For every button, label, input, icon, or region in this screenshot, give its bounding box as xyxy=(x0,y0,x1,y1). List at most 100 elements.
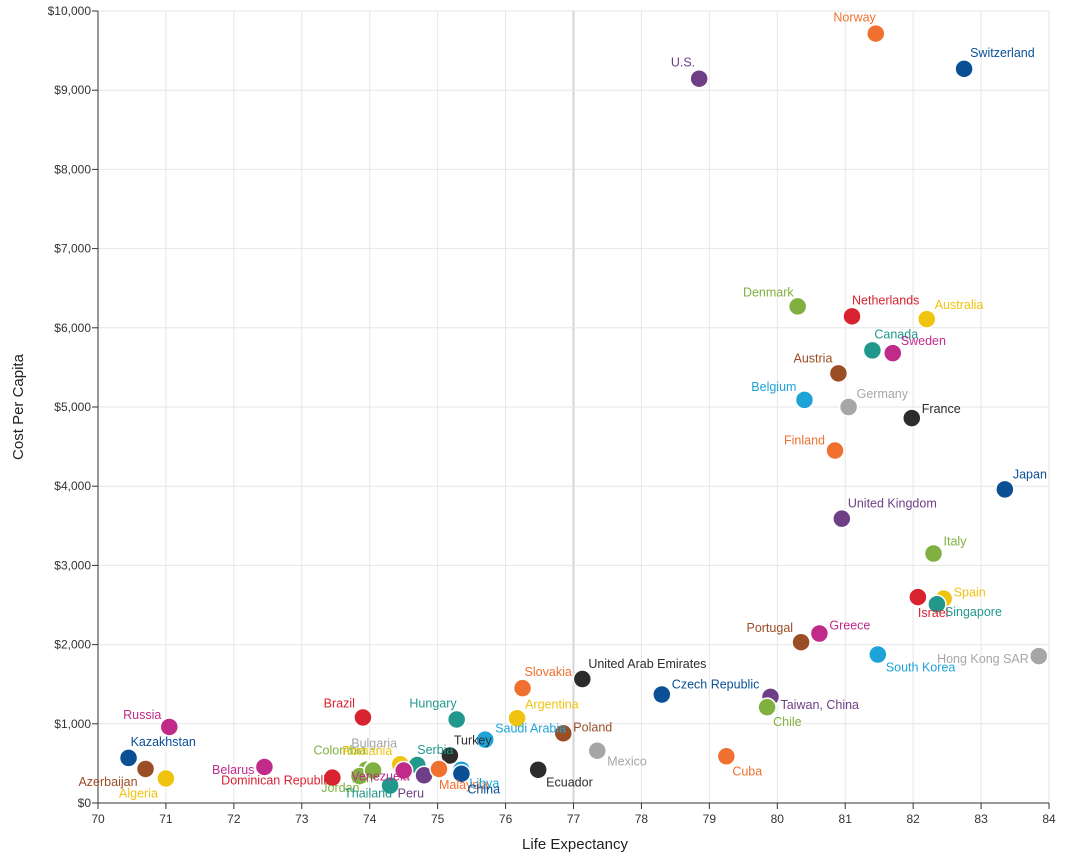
point-hungary[interactable] xyxy=(446,709,467,730)
x-tick-label: 79 xyxy=(703,812,717,826)
x-tick-label: 76 xyxy=(499,812,513,826)
y-tick-label: $7,000 xyxy=(54,242,91,256)
point-denmark[interactable] xyxy=(787,296,808,317)
point-slovakia[interactable] xyxy=(512,678,533,698)
point-hong-kong-sar[interactable] xyxy=(1029,646,1049,666)
point-south-korea[interactable] xyxy=(868,644,888,665)
point-label-bulgaria: Bulgaria xyxy=(351,737,397,751)
point-thailand[interactable] xyxy=(380,775,400,796)
point-united-arab-emirates[interactable] xyxy=(572,669,593,689)
x-tick-label: 80 xyxy=(771,812,785,826)
point-canada[interactable] xyxy=(862,340,883,361)
point-u-s[interactable] xyxy=(689,68,709,89)
point-switzerland[interactable] xyxy=(954,59,974,79)
y-tick-label: $9,000 xyxy=(54,83,91,97)
point-singapore[interactable] xyxy=(927,594,947,614)
point-australia[interactable] xyxy=(916,309,937,329)
point-italy[interactable] xyxy=(923,543,944,564)
point-label-algeria: Algeria xyxy=(119,786,158,800)
point-saudi-arabia[interactable] xyxy=(475,729,495,750)
x-tick-label: 83 xyxy=(974,812,988,826)
point-label-netherlands: Netherlands xyxy=(852,293,919,307)
point-china[interactable] xyxy=(451,763,472,784)
point-label-ecuador: Ecuador xyxy=(546,776,593,790)
x-tick-label: 82 xyxy=(906,812,920,826)
x-tick-label: 73 xyxy=(295,812,309,826)
point-label-switzerland: Switzerland xyxy=(970,46,1035,60)
point-label-united-kingdom: United Kingdom xyxy=(848,497,937,511)
y-tick-label: $3,000 xyxy=(54,558,91,572)
point-greece[interactable] xyxy=(809,623,830,644)
point-germany[interactable] xyxy=(838,397,859,417)
point-poland[interactable] xyxy=(553,723,574,744)
y-tick-label: $6,000 xyxy=(54,321,91,335)
point-austria[interactable] xyxy=(828,363,849,384)
point-chile[interactable] xyxy=(757,697,777,717)
y-tick-label: $5,000 xyxy=(54,400,91,414)
point-czech-republic[interactable] xyxy=(652,684,672,705)
point-label-israel: Israel xyxy=(918,606,949,620)
point-label-russia: Russia xyxy=(123,708,161,722)
point-label-jordan: Jordan xyxy=(321,781,359,795)
x-tick-label: 81 xyxy=(839,812,853,826)
point-brazil[interactable] xyxy=(353,707,373,728)
point-label-austria: Austria xyxy=(794,351,833,365)
point-argentina[interactable] xyxy=(507,708,527,729)
point-label-kazakhstan: Kazakhstan xyxy=(131,735,196,749)
point-kazakhstan[interactable] xyxy=(118,748,139,768)
x-tick-label: 84 xyxy=(1042,812,1056,826)
y-axis-title: Cost Per Capita xyxy=(10,353,27,460)
point-label-hong-kong-sar: Hong Kong SAR xyxy=(937,652,1029,666)
point-label-peru: Peru xyxy=(398,786,424,800)
point-russia[interactable] xyxy=(159,717,180,737)
point-label-romania: Romania xyxy=(342,744,392,758)
point-portugal[interactable] xyxy=(791,632,811,652)
point-label-venezuela: Venezuela xyxy=(351,770,409,784)
point-label-south-korea: South Korea xyxy=(886,661,956,675)
point-label-cuba: Cuba xyxy=(732,764,762,778)
point-belgium[interactable] xyxy=(794,390,815,410)
point-france[interactable] xyxy=(902,408,922,428)
point-label-china: China xyxy=(467,783,500,797)
point-label-iran: Iran xyxy=(352,772,374,786)
point-label-taiwan-china: Taiwan, China xyxy=(780,698,859,712)
point-label-azerbaijan: Azerbaijan xyxy=(78,775,137,789)
y-tick-label: $1,000 xyxy=(54,717,91,731)
point-label-brazil: Brazil xyxy=(324,696,355,710)
point-japan[interactable] xyxy=(995,479,1015,500)
point-ecuador[interactable] xyxy=(528,759,548,780)
point-cuba[interactable] xyxy=(716,746,737,767)
point-mexico[interactable] xyxy=(587,740,608,761)
point-norway[interactable] xyxy=(866,23,886,44)
point-israel[interactable] xyxy=(908,587,928,607)
point-iran[interactable] xyxy=(363,760,383,781)
point-malaysia[interactable] xyxy=(429,759,449,779)
point-label-portugal: Portugal xyxy=(746,621,793,635)
point-netherlands[interactable] xyxy=(842,306,862,327)
point-label-chile: Chile xyxy=(773,715,802,729)
data-labels: Norway Switzerland U.S. Denmark Netherlands A… xyxy=(78,11,1046,801)
point-label-canada: Canada xyxy=(874,327,918,341)
point-turkey[interactable] xyxy=(440,745,460,766)
point-label-slovakia: Slovakia xyxy=(525,665,572,679)
point-label-serbia: Serbia xyxy=(417,743,453,757)
y-tick-label: $0 xyxy=(78,796,92,810)
point-label-u-s: U.S. xyxy=(671,56,695,70)
point-united-kingdom[interactable] xyxy=(832,508,852,529)
point-azerbaijan[interactable] xyxy=(135,759,156,779)
point-belarus[interactable] xyxy=(254,757,275,777)
point-label-sweden: Sweden xyxy=(901,334,946,348)
point-label-saudi-arabia: Saudi Arabia xyxy=(495,722,566,736)
point-label-norway: Norway xyxy=(833,11,876,25)
x-tick-label: 74 xyxy=(363,812,377,826)
point-venezuela[interactable] xyxy=(393,760,414,781)
point-algeria[interactable] xyxy=(156,768,176,789)
point-label-japan: Japan xyxy=(1013,467,1047,481)
point-label-czech-republic: Czech Republic xyxy=(672,677,760,691)
point-finland[interactable] xyxy=(825,440,845,461)
point-sweden[interactable] xyxy=(883,343,903,363)
x-tick-label: 78 xyxy=(635,812,649,826)
point-dominican-republic[interactable] xyxy=(322,767,343,788)
